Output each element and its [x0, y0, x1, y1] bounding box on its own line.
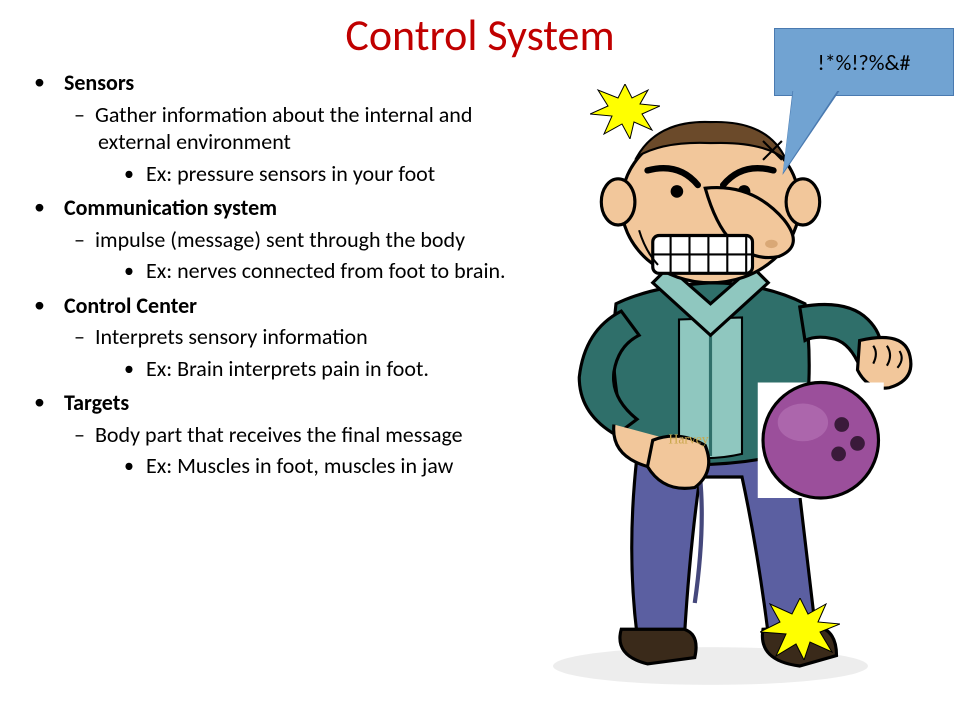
figure-area: Harvey !*%!?%&# [520, 68, 940, 486]
bullet-sub: Interprets sensory information Ex: Brain… [74, 323, 520, 382]
bullet-example: Ex: nerves connected from foot to brain. [124, 257, 520, 285]
bullet-sub: Gather information about the internal an… [74, 101, 520, 188]
bullet-sub: Body part that receives the final messag… [74, 421, 520, 480]
bullet-sub: impulse (message) sent through the body … [74, 226, 520, 285]
bullet-text: Ex: Muscles in foot, muscles in jaw [146, 452, 453, 479]
bullet-example: Ex: pressure sensors in your foot [124, 160, 520, 188]
bullet-text: Ex: Brain interprets pain in foot. [146, 355, 429, 382]
bullet-label: Control Center [64, 292, 197, 319]
bullet-example: Ex: Brain interprets pain in foot. [124, 355, 520, 383]
bullet-text: Ex: nerves connected from foot to brain. [146, 257, 506, 284]
bullet-list: Sensors Gather information about the int… [30, 68, 520, 486]
bullet-text: Interprets sensory information [95, 323, 368, 350]
bullet-label: Targets [64, 389, 129, 416]
cartoon-man-icon: Harvey [490, 78, 942, 698]
bullet-text: Body part that receives the final messag… [95, 421, 463, 448]
bullet-control-center: Control Center Interprets sensory inform… [30, 291, 520, 383]
signature-text: Harvey [669, 431, 709, 446]
speech-bubble: !*%!?%&# [774, 28, 954, 96]
bullet-sensors: Sensors Gather information about the int… [30, 68, 520, 187]
bullet-label: Communication system [64, 194, 277, 221]
starburst-head-icon [590, 84, 660, 139]
starburst-foot-icon [760, 598, 840, 660]
content-row: Sensors Gather information about the int… [0, 68, 960, 486]
bullet-text: Ex: pressure sensors in your foot [146, 160, 435, 187]
bullet-communication: Communication system impulse (message) s… [30, 193, 520, 285]
bullet-text: Gather information about the internal an… [95, 101, 472, 156]
bullet-example: Ex: Muscles in foot, muscles in jaw [124, 452, 520, 480]
bullet-targets: Targets Body part that receives the fina… [30, 388, 520, 480]
speech-bubble-text: !*%!?%&# [818, 49, 911, 76]
bullet-text: impulse (message) sent through the body [95, 226, 465, 253]
bullet-label: Sensors [64, 69, 134, 96]
